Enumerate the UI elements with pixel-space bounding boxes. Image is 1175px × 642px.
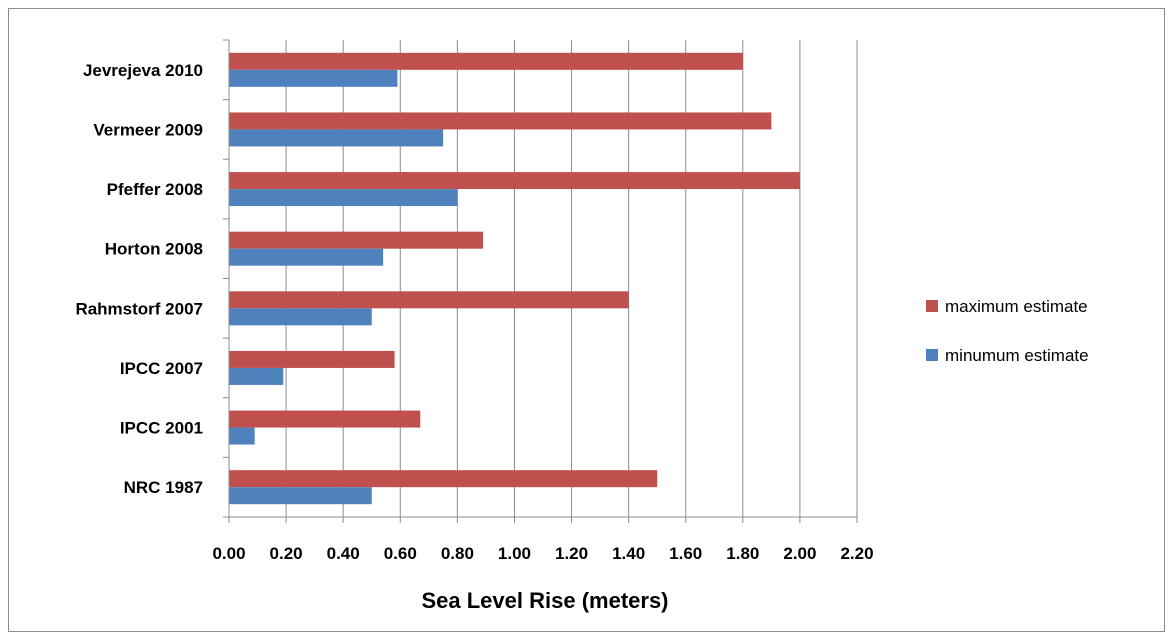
legend-label: minumum estimate: [945, 346, 1089, 365]
bar-minumum-estimate: [229, 69, 398, 87]
x-tick-label: 0.60: [384, 544, 417, 563]
bar-minumum-estimate: [229, 427, 255, 445]
category-label: Pfeffer 2008: [107, 180, 203, 199]
x-tick-label: 1.00: [498, 544, 531, 563]
x-tick-labels: 0.00 0.20 0.40 0.60 0.80 1.00 1.20 1.40 1.60 1.80…: [212, 544, 873, 563]
bar-minumum-estimate: [229, 248, 384, 266]
bar-maximum-estimate: [229, 231, 484, 249]
category-label: NRC 1987: [124, 478, 203, 497]
bar-maximum-estimate: [229, 291, 629, 309]
category-label: IPCC 2007: [120, 359, 203, 378]
bar-maximum-estimate: [229, 172, 800, 190]
x-tick-label: 1.40: [612, 544, 645, 563]
x-tick-label: 1.80: [726, 544, 759, 563]
axes: [223, 39, 858, 523]
x-tick-label: 0.40: [327, 544, 360, 563]
x-axis-title: Sea Level Rise (meters): [421, 588, 668, 613]
category-label: Jevrejeva 2010: [83, 61, 203, 80]
x-tick-label: 2.00: [783, 544, 816, 563]
bar-maximum-estimate: [229, 470, 658, 488]
grid-lines: [285, 40, 858, 517]
chart-frame: [8, 8, 1165, 632]
bar-maximum-estimate: [229, 52, 743, 70]
category-label: Vermeer 2009: [93, 120, 203, 139]
x-tick-label: 0.80: [441, 544, 474, 563]
legend-swatch: [926, 349, 938, 361]
category-labels: NRC 1987 IPCC 2001 IPCC 2007 Rahmstorf 2007…: [75, 61, 203, 497]
bar-minumum-estimate: [229, 129, 444, 147]
legend-label: maximum estimate: [945, 297, 1088, 316]
legend-swatch: [926, 300, 938, 312]
category-label: Rahmstorf 2007: [75, 299, 203, 318]
bar-minumum-estimate: [229, 189, 458, 207]
category-label: IPCC 2001: [120, 419, 203, 438]
category-label: Horton 2008: [105, 240, 203, 259]
x-tick-label: 2.20: [840, 544, 873, 563]
bar-minumum-estimate: [229, 487, 372, 505]
bar-maximum-estimate: [229, 410, 421, 428]
bar-maximum-estimate: [229, 112, 772, 130]
x-tick-label: 1.60: [669, 544, 702, 563]
bars: [229, 52, 800, 505]
x-tick-label: 0.00: [212, 544, 245, 563]
x-tick-label: 1.20: [555, 544, 588, 563]
x-tick-label: 0.20: [270, 544, 303, 563]
bar-minumum-estimate: [229, 308, 372, 326]
legend: maximum estimate minumum estimate: [926, 297, 1089, 365]
bar-maximum-estimate: [229, 350, 395, 368]
bar-minumum-estimate: [229, 367, 284, 385]
